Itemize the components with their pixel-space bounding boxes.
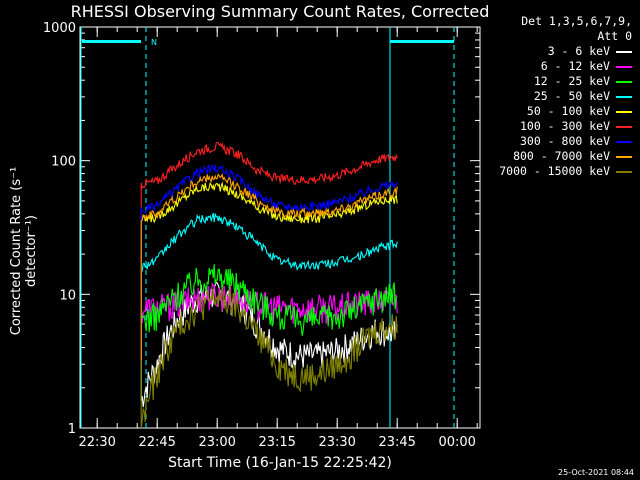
legend-entry: 3 - 6 keV bbox=[499, 44, 632, 59]
legend-entry: 300 - 800 keV bbox=[499, 134, 632, 149]
series-line bbox=[140, 164, 398, 361]
y-tick-label: 1000 bbox=[43, 21, 76, 36]
series-line bbox=[140, 281, 398, 408]
chart-title: RHESSI Observing Summary Count Rates, Co… bbox=[70, 2, 490, 21]
night-bar bbox=[390, 40, 454, 43]
legend-label: 3 - 6 keV bbox=[547, 44, 610, 58]
x-tick-label: 23:00 bbox=[198, 435, 235, 450]
legend-swatch bbox=[616, 65, 632, 68]
legend-header-line-1: Det 1,3,5,6,7,9, bbox=[521, 14, 632, 28]
legend-swatch bbox=[616, 140, 632, 143]
legend-label: 7000 - 15000 keV bbox=[499, 164, 610, 178]
series-line bbox=[140, 212, 398, 361]
x-tick-label: 23:15 bbox=[258, 435, 295, 450]
legend-entry: 50 - 100 keV bbox=[499, 104, 632, 119]
legend-header-line-2: Att 0 bbox=[597, 29, 632, 43]
legend-label: 6 - 12 keV bbox=[540, 59, 610, 73]
series-line bbox=[140, 264, 398, 361]
legend-entry: 25 - 50 keV bbox=[499, 89, 632, 104]
y-axis-label: Corrected Count Rate (s⁻¹ detector⁻¹) bbox=[9, 166, 39, 336]
series-line bbox=[140, 172, 398, 361]
legend-label: 300 - 800 keV bbox=[519, 134, 610, 148]
legend-label: 50 - 100 keV bbox=[526, 104, 610, 118]
legend-label: 100 - 300 keV bbox=[519, 119, 610, 133]
series-line bbox=[140, 287, 398, 429]
legend-entry: 800 - 7000 keV bbox=[499, 149, 632, 164]
night-bar bbox=[82, 40, 141, 43]
x-tick-label: 22:30 bbox=[78, 435, 115, 450]
legend-label: 12 - 25 keV bbox=[533, 74, 610, 88]
legend-swatch bbox=[616, 80, 632, 83]
legend-label: 800 - 7000 keV bbox=[513, 149, 610, 163]
legend-swatch bbox=[616, 125, 632, 128]
y-tick-label: 100 bbox=[51, 155, 76, 170]
legend: Det 1,3,5,6,7,9, Att 0 3 - 6 keV 6 - 12 k… bbox=[499, 14, 632, 179]
x-tick-label: 23:30 bbox=[318, 435, 355, 450]
legend-swatch bbox=[616, 50, 632, 53]
legend-entry: 7000 - 15000 keV bbox=[499, 164, 632, 179]
legend-entry: 12 - 25 keV bbox=[499, 74, 632, 89]
flag-label: N bbox=[151, 38, 157, 47]
x-tick-label: 23:45 bbox=[378, 435, 415, 450]
legend-swatch bbox=[616, 110, 632, 113]
y-tick-label: 10 bbox=[59, 288, 76, 303]
legend-swatch bbox=[616, 155, 632, 158]
plot-frame bbox=[79, 26, 481, 429]
x-tick-label: 00:00 bbox=[438, 435, 475, 450]
legend-entry: 6 - 12 keV bbox=[499, 59, 632, 74]
legend-swatch bbox=[616, 95, 632, 98]
timestamp: 25-Oct-2021 08:44 bbox=[558, 468, 634, 477]
y-tick-label: 1 bbox=[68, 422, 76, 437]
series-line bbox=[140, 181, 398, 361]
legend-label: 25 - 50 keV bbox=[533, 89, 610, 103]
x-axis-label: Start Time (16-Jan-15 22:25:42) bbox=[168, 455, 392, 471]
legend-swatch bbox=[616, 170, 632, 173]
x-tick-label: 22:45 bbox=[138, 435, 175, 450]
series-line bbox=[140, 141, 398, 361]
legend-entry: 100 - 300 keV bbox=[499, 119, 632, 134]
